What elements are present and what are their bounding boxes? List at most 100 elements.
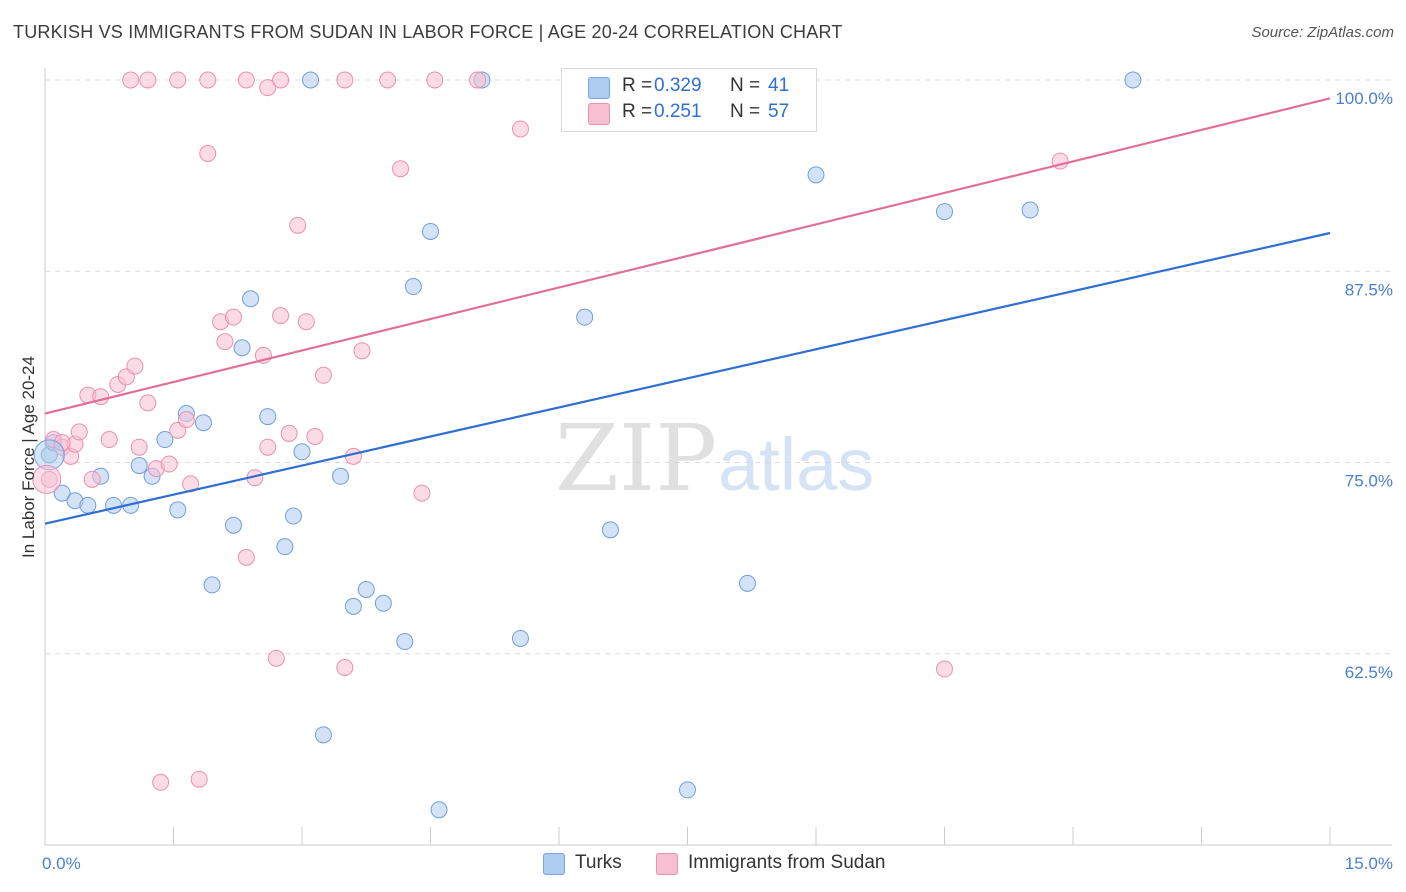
sudan-point	[139, 71, 157, 89]
tick-labels: 62.5% 75.0% 87.5% 100.0% 0.0% 15.0%	[42, 89, 1393, 873]
sudan-point	[379, 71, 397, 89]
sudan-point	[936, 660, 953, 678]
legend-r-label: R =	[622, 101, 653, 122]
sudan-point	[272, 307, 290, 325]
watermark-zip: ZIP	[555, 405, 717, 512]
turks-point	[344, 597, 362, 615]
turks-point	[242, 290, 260, 308]
turks-point	[430, 801, 448, 819]
turks-point	[357, 580, 375, 598]
turks-point	[738, 574, 756, 592]
sudan-point	[100, 431, 118, 449]
sudan-point	[426, 71, 444, 89]
turks-point	[293, 443, 311, 461]
sudan-point	[511, 120, 529, 138]
y-tick-label: 100.0%	[1335, 89, 1393, 108]
turks-point	[276, 538, 294, 556]
turks-point	[259, 408, 277, 426]
bottom-legend-label-sudan: Immigrants from Sudan	[688, 852, 886, 873]
sudan-point	[336, 71, 354, 89]
sudan-point	[126, 357, 144, 375]
turks-trend-line	[44, 231, 1331, 525]
sudan-point	[297, 313, 315, 331]
sudan-point	[353, 342, 371, 360]
sudan-point	[259, 79, 277, 97]
sudan-point	[413, 484, 431, 502]
turks-point	[1021, 201, 1039, 219]
turks-point	[511, 629, 529, 647]
sudan-point	[177, 411, 195, 429]
turks-point	[105, 496, 123, 514]
turks-point	[169, 501, 187, 519]
y-axis-label: In Labor Force | Age 20-24	[19, 356, 38, 558]
points-layer	[32, 71, 1142, 819]
x-tick-label: 15.0%	[1345, 854, 1393, 873]
watermark-atlas: atlas	[718, 423, 874, 506]
watermark: ZIP atlas	[555, 405, 874, 512]
sudan-point	[32, 464, 62, 494]
sudan-point	[259, 438, 277, 456]
sudan-point	[152, 773, 170, 791]
turks-point	[807, 166, 825, 184]
sudan-point	[267, 649, 285, 667]
turks-point	[404, 278, 422, 296]
sudan-point	[160, 455, 178, 473]
turks-point	[130, 457, 148, 475]
sudan-point	[237, 548, 255, 566]
sudan-point	[182, 475, 200, 493]
legend-r-value: 0.251	[654, 101, 702, 122]
y-tick-label: 75.0%	[1345, 472, 1393, 491]
x-tick-label: 0.0%	[42, 854, 81, 873]
sudan-point	[139, 394, 157, 412]
trend-lines	[44, 97, 1331, 525]
sudan-point	[130, 438, 148, 456]
sudan-point	[83, 470, 101, 488]
sudan-point	[336, 659, 354, 677]
sudan-point	[224, 308, 242, 326]
turks-point	[53, 484, 71, 502]
turks-point	[679, 781, 696, 799]
turks-point	[1124, 71, 1142, 89]
chart-title: TURKISH VS IMMIGRANTS FROM SUDAN IN LABO…	[13, 22, 843, 42]
sudan-trend-line	[44, 97, 1331, 415]
sudan-point	[289, 216, 307, 234]
sudan-point	[122, 71, 140, 89]
turks-point	[194, 414, 212, 432]
turks-point	[936, 203, 953, 221]
turks-point	[284, 507, 302, 525]
legend-n-label: N =	[730, 101, 761, 122]
sudan-point	[169, 71, 187, 89]
sudan-point	[392, 160, 410, 178]
legend-r-value: 0.329	[654, 75, 702, 96]
sudan-point	[272, 71, 290, 89]
turks-point	[601, 521, 619, 539]
legend-n-label: N =	[730, 75, 761, 96]
grid-lines	[45, 79, 1392, 655]
turks-point	[422, 222, 439, 240]
turks-point	[224, 516, 242, 534]
sudan-point	[314, 366, 332, 384]
sudan-point	[237, 71, 255, 89]
source-label: Source: ZipAtlas.com	[1251, 24, 1394, 41]
legend-n-value: 57	[768, 101, 790, 122]
sudan-point	[469, 71, 487, 89]
turks-point	[396, 633, 414, 651]
bottom-legend-label-turks: Turks	[575, 852, 622, 873]
sudan-point	[216, 333, 234, 351]
y-tick-label: 87.5%	[1345, 280, 1393, 299]
sudan-point	[199, 144, 217, 162]
sudan-point	[199, 71, 217, 89]
turks-point	[576, 308, 594, 326]
turks-point	[332, 467, 350, 485]
turks-point	[314, 726, 332, 744]
legend-n-value: 41	[768, 75, 790, 96]
turks-point	[203, 576, 221, 594]
bottom-legend-swatch-sudan	[656, 853, 678, 875]
legend-swatch-turks	[588, 77, 610, 99]
y-tick-label: 62.5%	[1345, 663, 1393, 682]
turks-point	[374, 594, 392, 612]
bottom-legend-swatch-turks	[543, 853, 565, 875]
turks-point	[233, 339, 251, 357]
legend-swatch-sudan	[588, 103, 610, 125]
turks-point	[156, 431, 174, 449]
